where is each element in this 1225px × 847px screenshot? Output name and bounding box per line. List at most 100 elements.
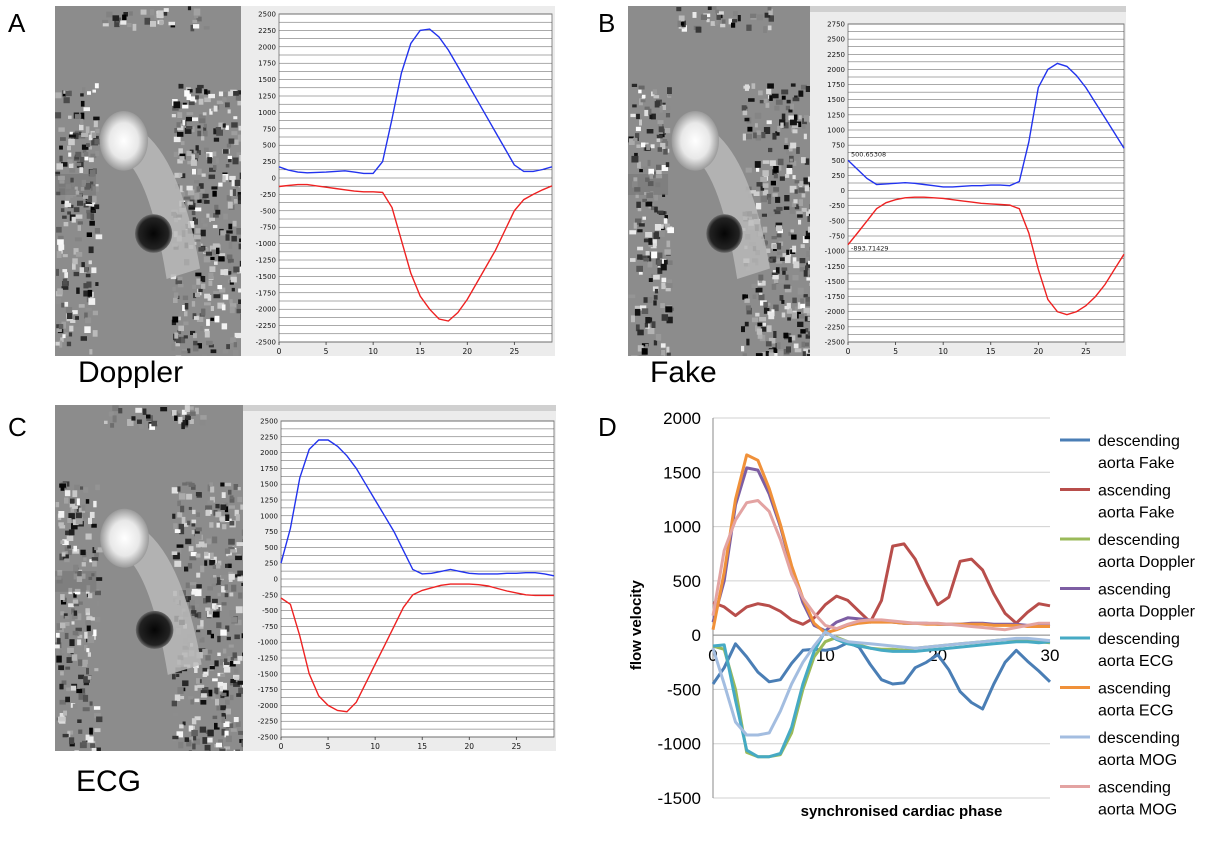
y-tick-label: -500 xyxy=(667,680,701,699)
y-tick-label: 1250 xyxy=(827,111,845,119)
y-tick-label: -500 xyxy=(260,207,276,215)
x-tick-label: 0 xyxy=(708,646,717,665)
y-tick-label: 0 xyxy=(272,175,276,183)
y-tick-label: -750 xyxy=(262,623,278,631)
caption-doppler: Doppler xyxy=(78,356,184,389)
legend: descending aorta Fake ascending aorta Fake d… xyxy=(1060,433,1196,819)
y-tick-label: 2500 xyxy=(258,11,276,19)
y-tick-label: -500 xyxy=(262,607,278,615)
grid-lines xyxy=(848,23,1124,343)
y-tick-label: 2000 xyxy=(827,66,845,74)
series-line-lower xyxy=(280,583,554,713)
y-tick-label: 1750 xyxy=(260,465,278,473)
mri-bright-aorta xyxy=(99,111,148,171)
y-tick-label: 2000 xyxy=(258,43,276,51)
y-tick-label: -250 xyxy=(260,191,276,199)
y-tick-label: 250 xyxy=(263,158,276,166)
y-axis-label: flow velocity xyxy=(628,579,645,670)
y-tick-label: 1500 xyxy=(258,76,276,84)
legend-label: aorta Doppler xyxy=(1098,554,1196,571)
value-annotation: 500.65308 xyxy=(851,150,886,158)
legend-label: ascending xyxy=(1098,483,1171,500)
mri-bright-aorta xyxy=(100,508,149,568)
x-tick-label: 25 xyxy=(512,742,522,751)
series-line-upper xyxy=(280,439,555,577)
series-line-ascending-aorta-mog xyxy=(711,499,1050,632)
y-tick-label: 500 xyxy=(263,142,276,150)
y-tick-label: -1000 xyxy=(258,639,278,647)
x-tick-label: 30 xyxy=(1041,646,1060,665)
y-tick-label: 250 xyxy=(832,172,845,180)
y-tick-label: 1000 xyxy=(258,109,276,117)
x-tick-label: 25 xyxy=(1081,347,1091,356)
legend-label: ascending xyxy=(1098,780,1171,797)
x-tick-label: 5 xyxy=(324,347,329,356)
y-tick-label: -2000 xyxy=(825,308,845,316)
panel-label-c: C xyxy=(8,412,27,442)
plot-panel-a: -2500 -2250 -2000 -1750 -1500 -1250 -1000 -750-… xyxy=(241,6,555,356)
y-tick-label: -2250 xyxy=(256,322,276,330)
mri-image-b xyxy=(628,6,810,356)
mri-noise-texture xyxy=(628,6,810,356)
series-line-upper xyxy=(847,62,1125,188)
x-tick-label: 0 xyxy=(277,347,282,356)
legend-label: aorta MOG xyxy=(1098,802,1177,819)
y-tick-label: 750 xyxy=(832,142,845,150)
legend-label: aorta Fake xyxy=(1098,455,1175,472)
y-tick-label: -2250 xyxy=(825,323,845,331)
legend-label: aorta ECG xyxy=(1098,703,1174,720)
x-tick-label: 15 xyxy=(417,742,427,751)
caption-ecg: ECG xyxy=(76,765,142,798)
y-tick-label: 1500 xyxy=(663,463,701,482)
x-tick-label: 20 xyxy=(463,347,473,356)
y-tick-label: -2250 xyxy=(258,718,278,726)
x-tick-label: 0 xyxy=(846,347,851,356)
x-tick-label: 15 xyxy=(986,347,996,356)
y-tick-label: -1500 xyxy=(825,278,845,286)
mri-dark-aorta xyxy=(135,610,174,649)
y-tick-label: -750 xyxy=(260,224,276,232)
series-line-lower xyxy=(278,183,553,322)
value-annotation: -893.71429 xyxy=(851,245,889,253)
velocity-plot-c: -2500-2250-2000-1750-1500-1250-1000-750-… xyxy=(243,405,556,751)
legend-label: descending xyxy=(1098,532,1180,549)
mri-dark-aorta xyxy=(706,214,743,253)
legend-label: descending xyxy=(1098,433,1180,450)
y-tick-label: -2000 xyxy=(256,306,276,314)
panel-label-a: A xyxy=(8,8,26,38)
mri-dark-aorta xyxy=(135,214,173,253)
y-tick-label: -500 xyxy=(829,217,845,225)
y-tick-label: 1000 xyxy=(260,512,278,520)
legend-label: aorta MOG xyxy=(1098,752,1177,769)
legend-label: descending xyxy=(1098,730,1180,747)
caption-fake: Fake xyxy=(650,356,717,389)
mri-image-c-svg xyxy=(55,405,243,751)
y-tick-label: 1500 xyxy=(260,481,278,489)
y-tick-label: 2500 xyxy=(827,36,845,44)
series-line-descending-aorta-fake xyxy=(711,641,1052,711)
y-tick-label: 2250 xyxy=(827,51,845,59)
y-tick-label: 1750 xyxy=(827,81,845,89)
y-tick-label: -2500 xyxy=(825,339,845,347)
y-tick-label: 1000 xyxy=(827,127,845,135)
grid-lines xyxy=(281,420,554,738)
legend-label: aorta ECG xyxy=(1098,653,1174,670)
plot-panel-c: -2500 -2250 -2000 -1750 -1500 -1250 -1000 -750-… xyxy=(243,405,556,751)
y-tick-label: -1000 xyxy=(825,248,845,256)
y-tick-label: 500 xyxy=(265,544,278,552)
velocity-plot-a: -2500-2250-2000-1750-1500-1250-1000-750-… xyxy=(256,11,553,356)
legend-label: aorta Fake xyxy=(1098,505,1175,522)
y-tick-label: -2500 xyxy=(256,339,276,347)
x-tick-label: 5 xyxy=(326,742,331,751)
legend-label: ascending xyxy=(1098,582,1171,599)
y-tick-label: -1250 xyxy=(258,655,278,663)
y-tick-label: 250 xyxy=(265,560,278,568)
y-tick-label: -250 xyxy=(262,591,278,599)
mri-image-a xyxy=(55,6,241,356)
y-tick-label: 2750 xyxy=(827,21,845,29)
legend-label: aorta Doppler xyxy=(1098,604,1196,621)
y-tick-label: 750 xyxy=(263,125,276,133)
plot-panel-b: -2500 -2250 -2000 -1750 -1500 -1250 -1000 -750-… xyxy=(810,6,1126,356)
grid-lines xyxy=(279,13,552,343)
